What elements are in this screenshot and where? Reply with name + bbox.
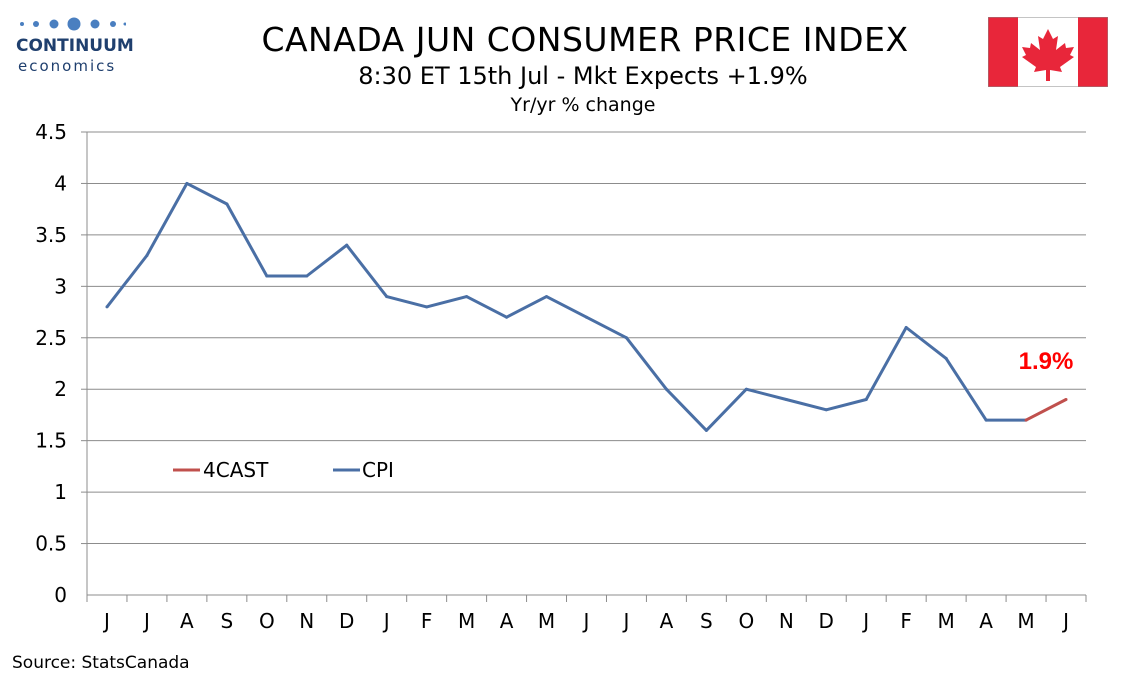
chart-subtitle: 8:30 ET 15th Jul - Mkt Expects +1.9% bbox=[358, 62, 808, 90]
x-tick-label: O bbox=[259, 609, 275, 633]
data-point-cpi bbox=[265, 274, 269, 278]
data-point-cpi bbox=[345, 243, 349, 247]
series-line-cpi bbox=[105, 181, 1027, 432]
x-tick-label: N bbox=[299, 609, 314, 633]
chart-title: CANADA JUN CONSUMER PRICE INDEX bbox=[261, 20, 909, 59]
x-tick-label: A bbox=[180, 609, 194, 633]
data-point-cpi bbox=[904, 325, 908, 329]
data-point-cpi bbox=[505, 315, 509, 319]
x-tick-label: J bbox=[382, 609, 390, 633]
data-point-cpi bbox=[105, 305, 109, 309]
x-tick-label: S bbox=[700, 609, 713, 633]
data-point-cpi bbox=[624, 336, 628, 340]
y-tick-label: 2.5 bbox=[35, 326, 67, 350]
data-point-4cast bbox=[1024, 418, 1028, 422]
x-tick-label: M bbox=[458, 609, 475, 633]
legend-label-cpi: CPI bbox=[362, 458, 394, 482]
x-tick-label: D bbox=[339, 609, 354, 633]
logo-wordmark: CONTINUUM bbox=[16, 36, 134, 56]
maple-leaf-icon bbox=[1022, 29, 1074, 81]
x-tick-label: M bbox=[538, 609, 555, 633]
data-point-cpi bbox=[225, 202, 229, 206]
x-tick-label: M bbox=[1017, 609, 1034, 633]
x-tick-label: S bbox=[221, 609, 234, 633]
x-tick-label: J bbox=[102, 609, 110, 633]
data-point-cpi bbox=[704, 428, 708, 432]
canada-flag-icon bbox=[988, 17, 1108, 87]
logo-dots-icon bbox=[20, 17, 126, 31]
y-tick-label: 0.5 bbox=[35, 532, 67, 556]
y-tick-labels: 0 0.5 1 1.5 2 2.5 3 3.5 4 4.5 bbox=[35, 120, 67, 607]
x-tick-label: N bbox=[779, 609, 794, 633]
continuum-logo: CONTINUUM economics bbox=[12, 14, 134, 76]
legend: 4CAST CPI bbox=[173, 458, 394, 482]
source-note: Source: StatsCanada bbox=[12, 653, 190, 673]
flag-left-band bbox=[988, 17, 1018, 87]
x-tick-label: F bbox=[900, 609, 912, 633]
x-tick-label: J bbox=[142, 609, 150, 633]
logo-subtitle: economics bbox=[18, 57, 117, 75]
legend-label-4cast: 4CAST bbox=[203, 458, 269, 482]
x-tick-label: A bbox=[660, 609, 674, 633]
x-tick-label: D bbox=[819, 609, 834, 633]
data-point-cpi bbox=[744, 387, 748, 391]
data-point-cpi bbox=[545, 295, 549, 299]
axes bbox=[81, 131, 1087, 602]
data-point-cpi bbox=[784, 398, 788, 402]
series-lines bbox=[105, 181, 1068, 432]
data-point-cpi bbox=[664, 387, 668, 391]
y-tick-label: 0 bbox=[54, 583, 67, 607]
x-tick-label: O bbox=[738, 609, 754, 633]
y-tick-label: 2 bbox=[54, 377, 67, 401]
x-tick-label: A bbox=[500, 609, 514, 633]
x-tick-label: J bbox=[622, 609, 630, 633]
data-point-cpi bbox=[305, 274, 309, 278]
data-point-cpi bbox=[425, 305, 429, 309]
data-point-cpi bbox=[185, 181, 189, 185]
data-point-cpi bbox=[385, 295, 389, 299]
x-tick-label: M bbox=[938, 609, 955, 633]
y-tick-label: 4 bbox=[54, 171, 67, 195]
y-tick-label: 3 bbox=[54, 274, 67, 298]
flag-right-band bbox=[1078, 17, 1108, 87]
y-tick-label: 1.5 bbox=[35, 429, 67, 453]
y-tick-label: 1 bbox=[54, 480, 67, 504]
x-tick-label: J bbox=[582, 609, 590, 633]
x-tick-label: J bbox=[1061, 609, 1069, 633]
x-tick-label: A bbox=[979, 609, 993, 633]
data-point-cpi bbox=[864, 398, 868, 402]
data-point-cpi bbox=[585, 315, 588, 319]
data-point-cpi bbox=[944, 356, 948, 360]
data-point-cpi bbox=[145, 253, 149, 257]
data-point-cpi bbox=[824, 408, 828, 412]
data-point-cpi bbox=[465, 295, 469, 299]
y-tick-label: 4.5 bbox=[35, 120, 67, 144]
y-tick-label: 3.5 bbox=[35, 223, 67, 247]
gridlines bbox=[87, 131, 1086, 545]
x-tick-label: J bbox=[861, 609, 869, 633]
series-line-4cast bbox=[1025, 398, 1067, 422]
data-point-cpi bbox=[984, 418, 988, 422]
chart-units: Yr/yr % change bbox=[510, 94, 656, 116]
forecast-annotation: 1.9% bbox=[1019, 348, 1074, 375]
data-point-4cast bbox=[1064, 398, 1068, 402]
x-tick-label: F bbox=[421, 609, 433, 633]
